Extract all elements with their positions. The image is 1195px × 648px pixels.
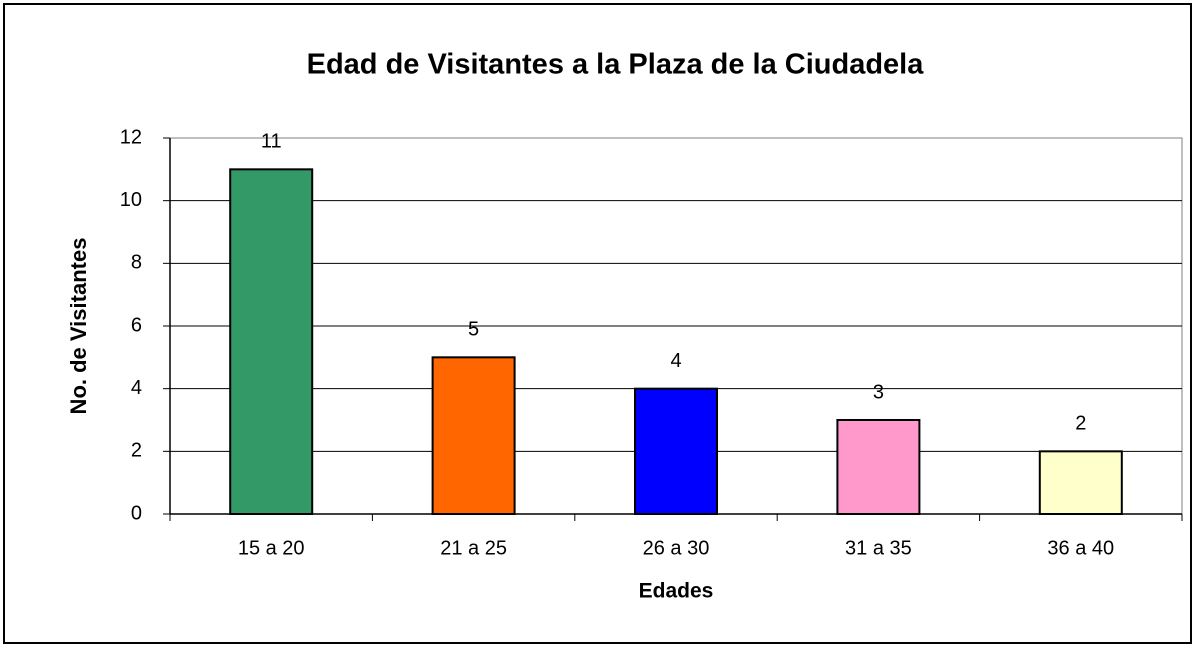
bar [1038,450,1123,516]
y-tick-label: 12 [120,126,142,148]
data-label: 2 [1075,413,1086,435]
data-label: 4 [670,350,681,372]
x-tick-label: 36 a 40 [1047,537,1114,559]
x-tick-label: 15 a 20 [238,537,305,559]
x-tick-label: 21 a 25 [440,537,507,559]
y-tick-label: 0 [131,502,142,524]
x-axis-label: Edades [639,580,714,603]
data-label: 11 [261,131,282,153]
x-tick-label: 31 a 35 [845,537,912,559]
y-tick-label: 4 [131,377,142,399]
bar [431,356,516,516]
bar [229,168,314,515]
y-axis-label: No. de Visitantes [66,238,91,415]
y-tick-label: 10 [120,189,142,211]
bar [836,419,921,515]
bar [634,387,718,515]
data-label: 3 [873,381,884,403]
chart-title: Edad de Visitantes a la Plaza de la Ciud… [307,49,925,81]
y-tick-label: 6 [131,314,142,336]
y-tick-label: 8 [131,252,142,274]
data-label: 5 [468,319,479,341]
x-tick-label: 26 a 30 [643,537,710,559]
y-tick-label: 2 [131,440,142,462]
